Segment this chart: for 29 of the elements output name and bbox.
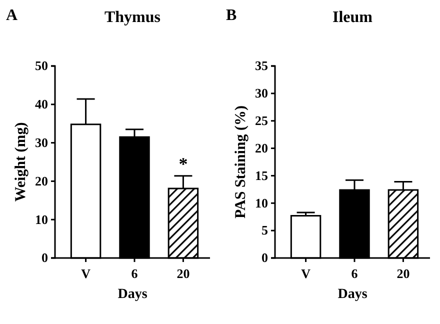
y-tick-label: 10 bbox=[35, 212, 48, 227]
y-tick-label: 30 bbox=[255, 86, 268, 101]
y-tick-label: 40 bbox=[35, 96, 48, 112]
y-tick-label: 20 bbox=[35, 173, 48, 188]
y-tick-label: 30 bbox=[35, 134, 48, 150]
y-tick-label: 0 bbox=[262, 250, 268, 266]
x-axis-title: Days bbox=[338, 287, 368, 302]
x-tick-label: 20 bbox=[176, 266, 190, 281]
text: A bbox=[6, 7, 18, 24]
x-tick-label: 6 bbox=[131, 266, 138, 281]
y-axis-title: PAS Staining (%) bbox=[233, 105, 249, 219]
y-tick-label: 20 bbox=[255, 140, 268, 156]
x-tick-label: 20 bbox=[396, 266, 410, 281]
x-axis-title: Days bbox=[118, 287, 148, 302]
y-tick-label: 50 bbox=[35, 58, 48, 74]
x-tick-label: V bbox=[81, 266, 92, 281]
annotation: * bbox=[178, 154, 188, 174]
y-tick-label: 5 bbox=[262, 222, 268, 238]
text: B bbox=[226, 7, 237, 24]
x-tick-label: 6 bbox=[351, 266, 358, 281]
y-tick-label: 10 bbox=[255, 195, 268, 210]
y-tick-label: 25 bbox=[255, 113, 268, 128]
y-tick-label: 0 bbox=[42, 250, 48, 266]
x-tick-label: V bbox=[301, 266, 312, 281]
y-axis-title: Weight (mg) bbox=[13, 122, 29, 202]
y-tick-label: 15 bbox=[255, 168, 268, 183]
chart-title: Ileum bbox=[332, 9, 374, 26]
chart-title: Thymus bbox=[104, 9, 161, 26]
y-tick-label: 35 bbox=[255, 58, 268, 74]
